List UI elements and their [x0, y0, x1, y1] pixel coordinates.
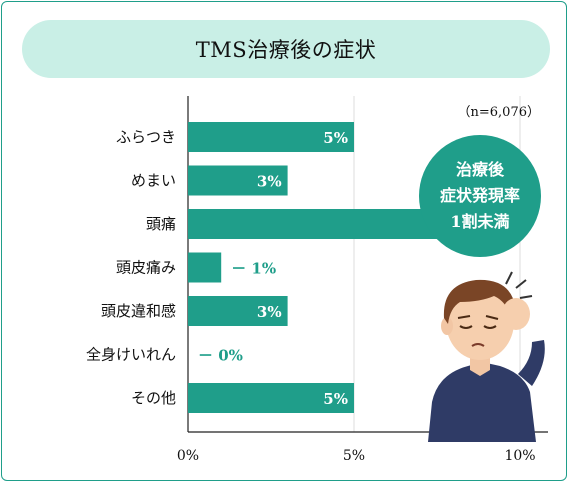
headache-person-illustration — [428, 271, 545, 442]
bar — [188, 252, 222, 283]
category-label: 頭皮痛み — [116, 259, 176, 277]
x-tick-label: 10% — [504, 448, 535, 464]
bar-value-label: 3% — [257, 173, 282, 191]
summary-badge: 治療後 症状発現率 1割未満 — [419, 135, 541, 257]
category-label: 頭皮違和感 — [101, 302, 176, 320]
category-label: 全身けいれん — [86, 346, 176, 364]
category-label: めまい — [131, 172, 176, 190]
bar-value-label: － 0% — [198, 347, 243, 365]
chart-title: TMS治療後の症状 — [22, 20, 550, 78]
category-label: ふらつき — [116, 128, 176, 146]
category-label: 頭痛 — [146, 215, 176, 233]
badge-line-2: 症状発現率 — [439, 186, 520, 205]
bar-value-label: 5% — [323, 390, 348, 408]
badge-line-1: 治療後 — [455, 160, 504, 179]
bar-value-label: － 1% — [231, 260, 276, 278]
x-tick-label: 0% — [177, 448, 199, 464]
bar — [188, 122, 354, 152]
badge-line-3: 1割未満 — [450, 212, 510, 231]
bar-value-label: 5% — [323, 129, 348, 147]
bar-value-label: 3% — [257, 303, 282, 321]
category-label: その他 — [131, 389, 176, 407]
bar — [188, 296, 288, 326]
x-tick-label: 5% — [343, 448, 365, 464]
sample-size-note: （n=6,076） — [458, 105, 540, 120]
bar — [188, 383, 354, 413]
bar — [188, 165, 288, 196]
